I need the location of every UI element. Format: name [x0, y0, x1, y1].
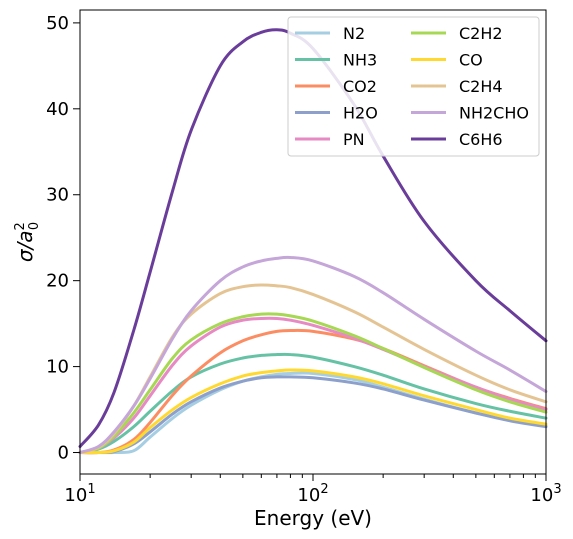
y-axis-title-sup: 2	[13, 222, 28, 230]
series-line-co	[78, 368, 548, 455]
y-axis-title-sub: 0	[27, 222, 42, 230]
x-tick-label-1000: 103	[530, 482, 561, 506]
y-axis-title: σ/a20	[13, 222, 42, 262]
y-axis: 0 10 20 30 40 50	[46, 13, 80, 464]
series-line-nh2cho	[78, 255, 548, 455]
legend-label-pn: PN	[343, 130, 365, 149]
x-tick-label-10: 101	[64, 482, 95, 506]
y-tick-label-40: 40	[46, 99, 69, 120]
legend-label-c6h6: C6H6	[459, 130, 503, 149]
y-axis-title-base: σ/a	[13, 230, 37, 262]
legend-label-c2h4: C2H4	[459, 77, 503, 96]
legend: N2 NH3 CO2 H2O PN C2H2 CO C2H4 NH2CHO C6H6	[287, 16, 540, 157]
legend-label-n2: N2	[343, 24, 365, 43]
y-tick-label-10: 10	[46, 357, 69, 378]
legend-label-co2: CO2	[343, 77, 377, 96]
series-line-c2h2	[78, 312, 548, 455]
legend-label-co: CO	[459, 51, 483, 70]
series-line-nh3	[78, 352, 548, 455]
legend-label-c2h2: C2H2	[459, 24, 503, 43]
x-axis: 101 102 103	[64, 474, 562, 506]
y-tick-label-50: 50	[46, 13, 69, 34]
legend-label-nh3: NH3	[343, 51, 377, 70]
y-tick-label-20: 20	[46, 271, 69, 292]
legend-label-nh2cho: NH2CHO	[459, 104, 529, 123]
y-tick-label-0: 0	[58, 443, 69, 464]
y-tick-label-30: 30	[46, 185, 69, 206]
series-lines	[78, 28, 548, 455]
x-axis-title: Energy (eV)	[254, 506, 372, 530]
x-tick-label-100: 102	[297, 482, 328, 506]
series-line-c6h6	[78, 28, 548, 448]
legend-label-h2o: H2O	[343, 104, 378, 123]
